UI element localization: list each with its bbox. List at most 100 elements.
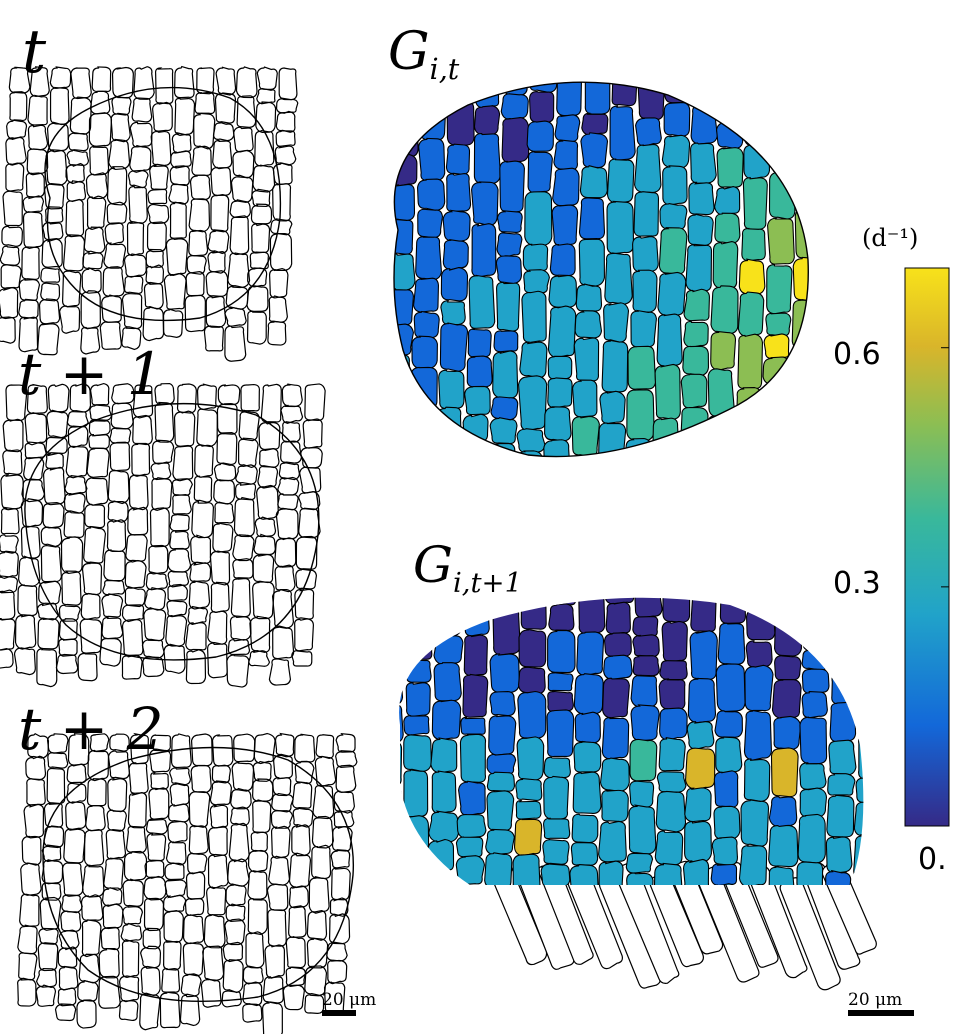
cell (526, 120, 554, 152)
cell (799, 82, 809, 125)
cell (140, 945, 162, 969)
cell (442, 209, 471, 242)
cell (41, 238, 63, 268)
cell (855, 776, 864, 803)
cell (142, 306, 165, 342)
cell (484, 852, 513, 886)
cell (445, 143, 471, 175)
cell (774, 82, 799, 110)
cell (304, 994, 325, 1014)
cell (603, 302, 630, 343)
cell (570, 455, 596, 457)
cell (27, 733, 50, 759)
cell (556, 82, 583, 117)
cell (315, 734, 335, 759)
cell (18, 316, 39, 353)
cell (573, 673, 604, 715)
cell (142, 656, 165, 678)
cell (47, 383, 70, 413)
cell (516, 736, 545, 781)
cell (40, 267, 61, 283)
cell (738, 844, 768, 886)
label-t: t (22, 17, 47, 87)
cell (489, 653, 520, 693)
cell (496, 210, 523, 233)
cell (399, 630, 406, 680)
growth-heatmap-t-plus-1 (399, 597, 877, 991)
cell (306, 937, 329, 969)
cell (229, 199, 251, 219)
cell (149, 734, 172, 752)
cell (439, 322, 469, 372)
cell (330, 849, 351, 869)
cell (46, 121, 70, 153)
cell (771, 679, 802, 719)
cell (14, 614, 37, 650)
cell (768, 170, 796, 220)
cell (131, 97, 153, 123)
cell (0, 589, 16, 621)
cell (657, 271, 687, 316)
cell (598, 860, 624, 886)
cell (148, 787, 170, 820)
cell (433, 662, 462, 702)
cell (599, 461, 625, 489)
cell (132, 414, 153, 446)
cell (442, 238, 469, 271)
cell (60, 910, 82, 933)
cell (180, 973, 202, 997)
label-g-i-t: Gi,t (388, 26, 459, 83)
cell (488, 715, 517, 756)
cell (554, 114, 581, 143)
cell (0, 575, 18, 594)
cell (9, 91, 28, 122)
cell (335, 732, 356, 753)
cell (61, 862, 84, 897)
cell (663, 102, 691, 137)
cell (438, 369, 465, 410)
cell (252, 760, 272, 782)
cell (733, 462, 757, 489)
cell (804, 606, 830, 631)
cell (431, 770, 457, 815)
cell (209, 780, 233, 806)
cell (520, 597, 547, 630)
cell (360, 282, 386, 329)
cell (120, 922, 143, 942)
cell (152, 101, 173, 132)
cell (581, 112, 609, 136)
cell (629, 780, 655, 808)
cell (232, 149, 255, 179)
cell (394, 103, 419, 158)
cell (151, 477, 173, 511)
cell (569, 864, 599, 886)
cell (215, 66, 237, 96)
cell (455, 836, 484, 858)
cell (132, 384, 154, 419)
cell (209, 550, 231, 586)
cell (46, 409, 69, 439)
cell (486, 790, 515, 832)
cell (40, 526, 63, 548)
cell (26, 148, 49, 176)
cell (0, 286, 19, 320)
cell (302, 418, 323, 449)
cell (803, 597, 832, 609)
cell (743, 709, 773, 761)
cell (291, 824, 311, 856)
cell (517, 375, 548, 432)
cell (403, 769, 429, 818)
cell (768, 865, 795, 886)
cell (236, 95, 257, 128)
cell (713, 770, 739, 808)
cell (830, 620, 861, 641)
cell (744, 95, 774, 120)
cell (606, 200, 635, 255)
cell (121, 326, 142, 351)
cell (632, 655, 660, 677)
cell (707, 415, 734, 448)
cell (161, 967, 181, 993)
cell (828, 739, 857, 776)
cell (150, 462, 172, 481)
cell (99, 321, 122, 350)
